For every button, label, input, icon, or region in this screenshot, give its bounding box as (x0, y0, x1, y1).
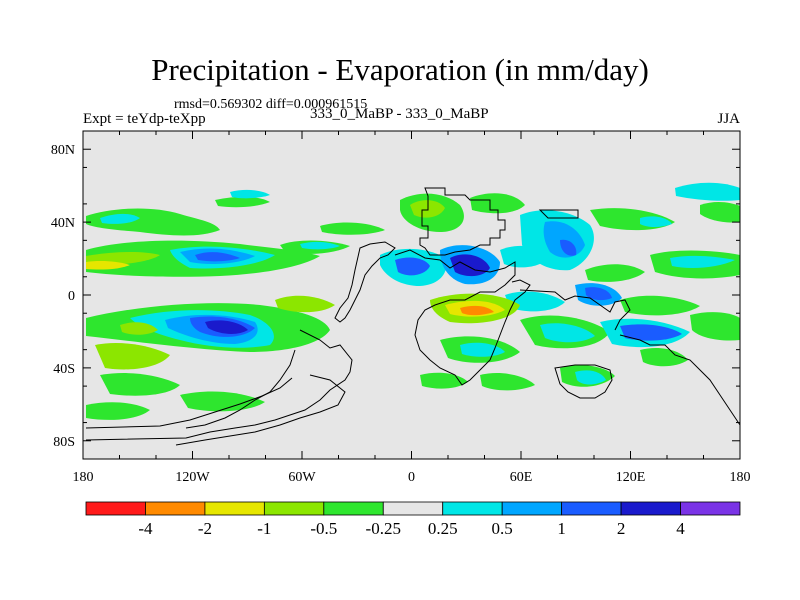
legend-swatch (442, 501, 503, 516)
legend-swatch (620, 501, 681, 516)
case-label: 333_0_MaBP - 333_0_MaBP (310, 106, 489, 122)
legend-label: 0.5 (492, 519, 513, 538)
lon-label: 120E (616, 470, 646, 485)
coastline (85, 377, 293, 429)
contour-region (575, 370, 606, 385)
contour-region (620, 324, 682, 341)
coastline (175, 374, 346, 446)
contour-region (620, 295, 700, 316)
legend-swatch (680, 501, 741, 516)
legend-label: 0.25 (428, 519, 458, 538)
legend-label: 4 (676, 519, 685, 538)
diff-value: 0.000961515 (293, 97, 368, 112)
contour-region (120, 322, 158, 335)
lat-label: 40S (53, 362, 75, 377)
coastline (538, 209, 579, 219)
legend-swatch (382, 501, 444, 516)
stats-line: rmsd=0.569302 diff=0.000961515 (174, 97, 367, 113)
contour-region (395, 257, 430, 276)
contour-region (86, 402, 150, 420)
rmsd-label: rmsd= (174, 97, 210, 112)
contour-region (320, 222, 385, 235)
contour-region (675, 182, 740, 201)
rmsd-value: 0.569302 (209, 97, 263, 112)
legend-label: 1 (557, 519, 566, 538)
contour-region (585, 287, 612, 301)
contour-region (100, 213, 140, 224)
contour-region (180, 391, 265, 412)
coastline (419, 187, 506, 256)
contour-region (540, 323, 595, 343)
color-legend: -4 -2 -1 -0.5 -0.25 0.25 0.5 1 2 4 (85, 501, 741, 538)
coastline (519, 289, 631, 331)
legend-label: -4 (138, 519, 153, 538)
map-panel: 80N 40N 0 40S 80S 180 120W 60W 0 60E 120E 180 (51, 130, 751, 485)
latitude-axis: 80N 40N 0 40S 80S (51, 130, 740, 460)
map-background (83, 131, 740, 459)
lat-label: 40N (51, 216, 75, 231)
contour-region (640, 348, 688, 367)
page-title: Precipitation - Evaporation (in mm/day) (151, 52, 649, 87)
contour-region (560, 239, 577, 256)
contour-region (585, 264, 645, 282)
season-label: JJA (717, 111, 740, 127)
longitude-axis: 180 120W 60W 0 60E 120E 180 (73, 131, 751, 485)
experiment-label: Expt = teYdp-teXpp (83, 111, 206, 127)
legend-label: -0.25 (366, 519, 401, 538)
coastline (85, 329, 353, 441)
coastlines (85, 187, 741, 446)
legend-swatch (85, 501, 146, 516)
legend-swatch (204, 501, 265, 516)
lat-label: 80S (53, 435, 75, 450)
legend-swatch (501, 501, 563, 516)
contour-region (300, 241, 340, 250)
contour-region (640, 216, 672, 227)
lat-label: 80N (51, 143, 75, 158)
legend-label: -1 (257, 519, 271, 538)
lon-label: 180 (73, 470, 94, 485)
contour-region (690, 312, 740, 341)
diff-label: diff= (265, 97, 294, 112)
contour-region (205, 320, 248, 334)
contour-region (275, 295, 335, 313)
contour-region (670, 255, 735, 268)
contour-fields (86, 182, 740, 420)
legend-swatch (145, 501, 206, 516)
contour-region (86, 261, 130, 270)
coastline (619, 334, 741, 426)
coastline (185, 349, 296, 429)
contour-region (460, 342, 505, 357)
coastline (334, 241, 396, 323)
coastline (394, 249, 531, 386)
legend-swatch (323, 501, 384, 516)
contour-region (215, 196, 270, 208)
lon-label: 180 (730, 470, 751, 485)
legend-label: -0.5 (310, 519, 337, 538)
lon-label: 60E (510, 470, 533, 485)
legend-swatch (561, 501, 622, 516)
lon-label: 120W (175, 470, 210, 485)
contour-region (460, 305, 494, 316)
lon-label: 60W (288, 470, 316, 485)
contour-region (470, 193, 525, 214)
contour-region (500, 245, 548, 268)
contour-region (100, 373, 180, 396)
coastline (554, 364, 613, 399)
contour-region (230, 189, 270, 199)
contour-region (700, 202, 740, 223)
contour-region (195, 252, 240, 262)
lon-label: 0 (408, 470, 415, 485)
legend-label: 2 (617, 519, 626, 538)
legend-swatch (263, 501, 325, 516)
contour-region (480, 373, 535, 391)
contour-region (95, 343, 170, 370)
legend-label: -2 (198, 519, 212, 538)
lat-label: 0 (68, 289, 75, 304)
